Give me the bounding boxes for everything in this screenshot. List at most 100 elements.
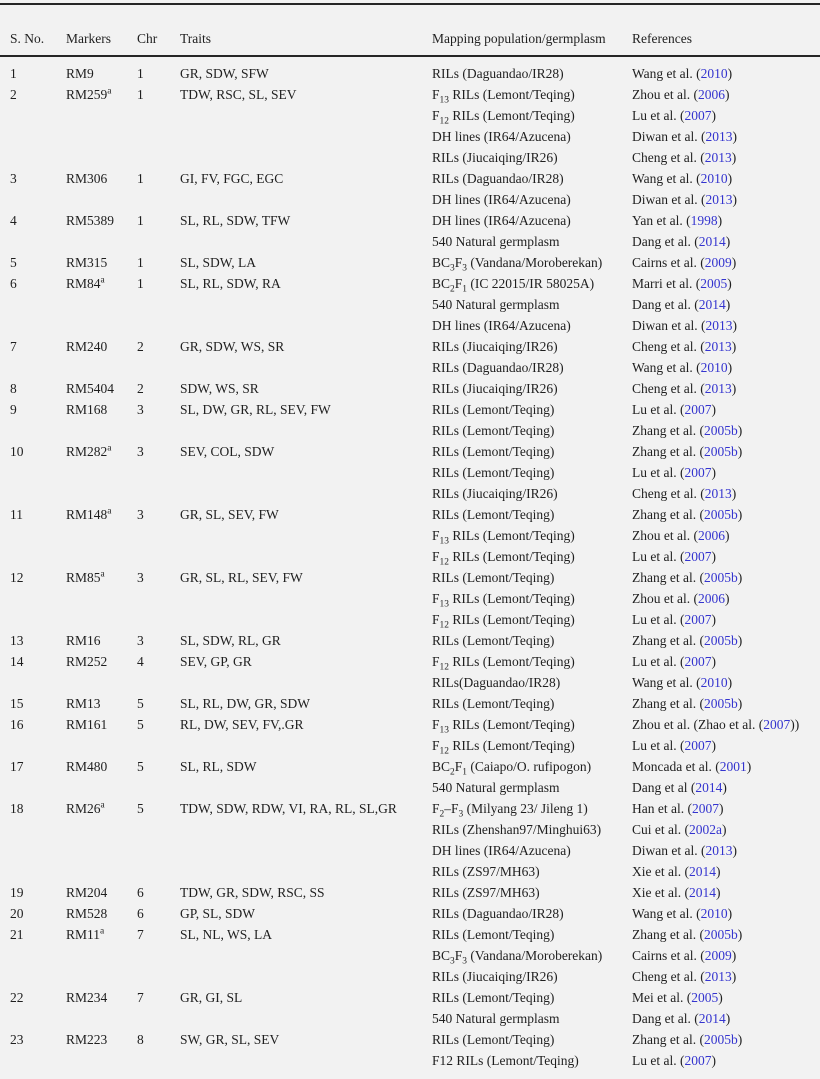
reference-year-link[interactable]: 2013 — [705, 129, 733, 144]
reference-cell: Wang et al. (2010) — [632, 672, 820, 693]
sno-cell: 11 — [10, 507, 23, 522]
population-cell: F12 RILs (Lemont/Teqing) — [432, 654, 575, 673]
reference-year-link[interactable]: 2007 — [691, 801, 719, 816]
chr-cell: 5 — [137, 696, 144, 711]
marker-cell — [66, 231, 137, 252]
reference-close-text: ) — [724, 591, 730, 606]
reference-year-link[interactable]: 2014 — [688, 864, 716, 879]
reference-year-link[interactable]: 2005b — [703, 570, 738, 585]
marker-cell: RM204 — [66, 885, 108, 900]
reference-year-link[interactable]: 2002a — [689, 822, 722, 837]
reference-year-link[interactable]: 2009 — [704, 255, 732, 270]
chr-cell — [137, 609, 180, 630]
reference-year-link[interactable]: 2005b — [703, 633, 738, 648]
reference-year-link[interactable]: 2014 — [698, 234, 726, 249]
reference-cell: Dang et al (2014) — [632, 777, 820, 798]
sno-cell — [0, 861, 66, 882]
reference-year-link[interactable]: 2007 — [684, 549, 712, 564]
reference-year-link[interactable]: 2007 — [684, 738, 712, 753]
reference-year-link[interactable]: 2014 — [698, 297, 726, 312]
reference-year-link[interactable]: 2005 — [691, 990, 719, 1005]
reference-year-link[interactable]: 2010 — [700, 360, 728, 375]
reference-year-link[interactable]: 2010 — [700, 906, 728, 921]
reference-close-text: ) — [731, 948, 737, 963]
reference-year-link[interactable]: 2010 — [700, 675, 728, 690]
reference-year-link[interactable]: 2006 — [697, 591, 725, 606]
reference-author-text: Dang et al ( — [632, 780, 696, 795]
reference-close-text: ) — [724, 87, 730, 102]
reference-year-link[interactable]: 2013 — [705, 843, 733, 858]
sno-cell — [0, 231, 66, 252]
reference-cell: Cheng et al. (2013) — [632, 483, 820, 504]
reference-year-link[interactable]: 1998 — [690, 213, 718, 228]
traits-cell — [180, 231, 432, 252]
reference-year-link[interactable]: 2007 — [763, 717, 791, 732]
reference-year-link[interactable]: 2010 — [700, 171, 728, 186]
sno-cell: 9 — [10, 402, 17, 417]
marker-cell — [66, 945, 137, 966]
reference-year-link[interactable]: 2005b — [703, 444, 738, 459]
sno-cell: 6 — [10, 276, 17, 291]
reference-year-link[interactable]: 2007 — [684, 402, 712, 417]
traits-cell — [180, 546, 432, 567]
reference-year-link[interactable]: 2007 — [684, 1053, 712, 1068]
table-row: F12 RILs (Lemont/Teqing) Lu et al. (2007) — [0, 609, 820, 630]
reference-cell: Dang et al. (2014) — [632, 231, 820, 252]
reference-cell: Zhang et al. (2005b) — [632, 567, 820, 588]
reference-year-link[interactable]: 2013 — [704, 381, 732, 396]
reference-year-link[interactable]: 2005b — [703, 1032, 738, 1047]
reference-year-link[interactable]: 2013 — [704, 339, 732, 354]
table-row: F12 RILs (Lemont/Teqing) Lu et al. (2007) — [0, 735, 820, 756]
reference-year-link[interactable]: 2014 — [698, 1011, 726, 1026]
reference-year-link[interactable]: 2001 — [719, 759, 747, 774]
reference-close-text: ) — [711, 465, 716, 480]
marker-cell: RM5389 — [66, 213, 115, 228]
reference-author-text: Lu et al. ( — [632, 654, 685, 669]
reference-cell: Moncada et al. (2001) — [632, 756, 820, 777]
reference-year-link[interactable]: 2007 — [684, 108, 712, 123]
reference-author-text: Diwan et al. ( — [632, 192, 706, 207]
reference-year-link[interactable]: 2014 — [688, 885, 716, 900]
reference-close-text: ) — [731, 969, 737, 984]
table-header: S. No. Markers Chr Traits Mapping population… — [0, 4, 820, 57]
chr-cell — [137, 966, 180, 987]
reference-year-link[interactable]: 2013 — [705, 192, 733, 207]
reference-year-link[interactable]: 2005 — [700, 276, 728, 291]
sno-cell — [0, 1008, 66, 1029]
chr-cell — [137, 420, 180, 441]
population-cell: RILs (Jiucaiqing/IR26) — [432, 339, 558, 354]
reference-cell: Zhou et al. (Zhao et al. (2007)) — [632, 714, 820, 735]
reference-year-link[interactable]: 2005b — [703, 423, 738, 438]
reference-year-link[interactable]: 2010 — [700, 66, 728, 81]
reference-year-link[interactable]: 2013 — [704, 486, 732, 501]
traits-cell — [180, 126, 432, 147]
reference-author-text: Dang et al. ( — [632, 297, 699, 312]
reference-author-text: Cairns et al. ( — [632, 948, 705, 963]
reference-author-text: Zhang et al. ( — [632, 423, 704, 438]
reference-close-text: ) — [731, 339, 737, 354]
reference-author-text: Lu et al. ( — [632, 612, 685, 627]
reference-year-link[interactable]: 2007 — [684, 612, 712, 627]
reference-year-link[interactable]: 2013 — [704, 150, 732, 165]
reference-year-link[interactable]: 2007 — [684, 654, 712, 669]
reference-author-text: Zhou et al. ( — [632, 591, 698, 606]
reference-year-link[interactable]: 2009 — [704, 948, 732, 963]
reference-year-link[interactable]: 2005b — [703, 927, 738, 942]
traits-cell: SL, RL, SDW, RA — [180, 276, 281, 291]
reference-close-text: ) — [722, 780, 727, 795]
marker-cell — [66, 483, 137, 504]
column-header-2: Chr — [137, 4, 180, 57]
reference-year-link[interactable]: 2013 — [705, 318, 733, 333]
reference-year-link[interactable]: 2013 — [704, 969, 732, 984]
table-row: RILs (Lemont/Teqing) Zhang et al. (2005b) — [0, 420, 820, 441]
reference-author-text: Cheng et al. ( — [632, 150, 705, 165]
sno-cell: 1 — [10, 66, 17, 81]
population-cell: F12 RILs (Lemont/Teqing) — [432, 738, 575, 757]
traits-cell — [180, 966, 432, 987]
reference-year-link[interactable]: 2006 — [697, 528, 725, 543]
reference-year-link[interactable]: 2007 — [684, 465, 712, 480]
reference-year-link[interactable]: 2005b — [703, 507, 738, 522]
reference-year-link[interactable]: 2005b — [703, 696, 738, 711]
reference-year-link[interactable]: 2014 — [695, 780, 723, 795]
reference-year-link[interactable]: 2006 — [697, 87, 725, 102]
